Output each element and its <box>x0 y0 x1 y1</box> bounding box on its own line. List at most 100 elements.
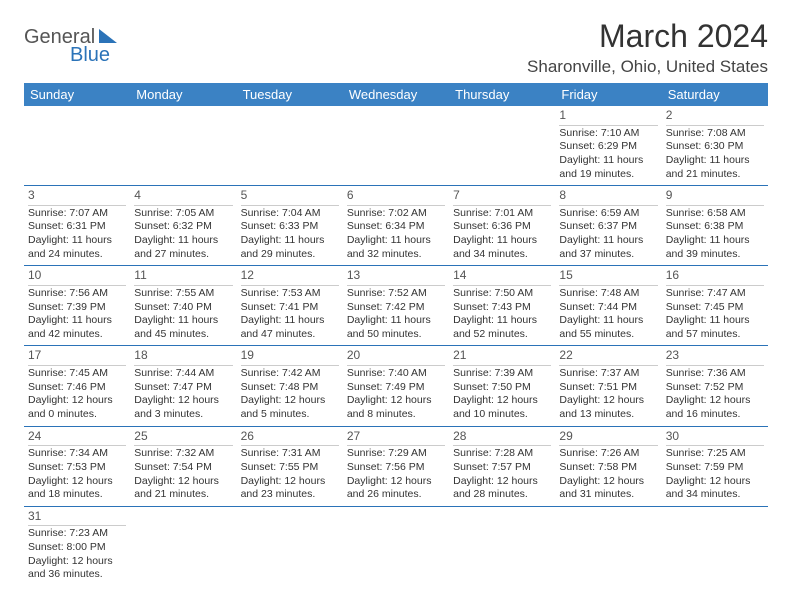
day-detail-line: and 24 minutes. <box>28 248 126 262</box>
day-detail-line: Sunrise: 7:45 AM <box>28 367 126 381</box>
day-detail-line: and 26 minutes. <box>347 488 445 502</box>
location-text: Sharonville, Ohio, United States <box>527 57 768 77</box>
day-number: 5 <box>241 188 339 206</box>
day-detail-line: Daylight: 12 hours <box>559 394 657 408</box>
day-number: 27 <box>347 429 445 447</box>
day-detail-line: Sunset: 6:34 PM <box>347 220 445 234</box>
day-detail-line: Daylight: 12 hours <box>453 394 551 408</box>
day-number: 18 <box>134 348 232 366</box>
weekday-header-row: Sunday Monday Tuesday Wednesday Thursday… <box>24 83 768 106</box>
day-detail-line: Daylight: 12 hours <box>666 475 764 489</box>
day-detail-line: Sunrise: 7:42 AM <box>241 367 339 381</box>
day-number: 6 <box>347 188 445 206</box>
sail-icon <box>99 29 117 43</box>
day-detail-line: Sunrise: 7:04 AM <box>241 207 339 221</box>
day-number: 3 <box>28 188 126 206</box>
day-detail-line: Daylight: 11 hours <box>666 314 764 328</box>
day-detail-line: Daylight: 11 hours <box>453 234 551 248</box>
calendar-row: 31Sunrise: 7:23 AMSunset: 8:00 PMDayligh… <box>24 506 768 586</box>
day-detail-line: Sunset: 7:49 PM <box>347 381 445 395</box>
day-detail-line: and 36 minutes. <box>28 568 126 582</box>
weekday-header: Sunday <box>24 83 130 106</box>
day-detail-line: and 27 minutes. <box>134 248 232 262</box>
day-detail-line: and 29 minutes. <box>241 248 339 262</box>
day-detail-line: and 3 minutes. <box>134 408 232 422</box>
calendar-cell: 17Sunrise: 7:45 AMSunset: 7:46 PMDayligh… <box>24 346 130 426</box>
day-detail-line: Sunset: 6:37 PM <box>559 220 657 234</box>
day-number: 17 <box>28 348 126 366</box>
calendar-cell: 19Sunrise: 7:42 AMSunset: 7:48 PMDayligh… <box>237 346 343 426</box>
day-detail-line: Daylight: 12 hours <box>28 555 126 569</box>
day-detail-line: Daylight: 12 hours <box>28 394 126 408</box>
day-detail-line: Daylight: 12 hours <box>453 475 551 489</box>
calendar-cell: 31Sunrise: 7:23 AMSunset: 8:00 PMDayligh… <box>24 506 130 586</box>
day-detail-line: and 37 minutes. <box>559 248 657 262</box>
day-detail-line: Sunrise: 7:05 AM <box>134 207 232 221</box>
day-detail-line: Sunset: 6:29 PM <box>559 140 657 154</box>
day-detail-line: Daylight: 11 hours <box>666 234 764 248</box>
day-detail-line: Sunrise: 7:48 AM <box>559 287 657 301</box>
day-detail-line: Sunrise: 7:52 AM <box>347 287 445 301</box>
logo-text-blue: Blue <box>70 44 110 66</box>
calendar-cell: 16Sunrise: 7:47 AMSunset: 7:45 PMDayligh… <box>662 266 768 346</box>
day-detail-line: Daylight: 12 hours <box>134 394 232 408</box>
day-detail-line: and 0 minutes. <box>28 408 126 422</box>
day-detail-line: and 42 minutes. <box>28 328 126 342</box>
day-number: 9 <box>666 188 764 206</box>
day-number: 31 <box>28 509 126 527</box>
day-detail-line: Daylight: 12 hours <box>241 394 339 408</box>
page-title: March 2024 <box>527 18 768 55</box>
day-detail-line: Daylight: 12 hours <box>241 475 339 489</box>
calendar-cell: 23Sunrise: 7:36 AMSunset: 7:52 PMDayligh… <box>662 346 768 426</box>
day-detail-line: Sunrise: 7:34 AM <box>28 447 126 461</box>
day-detail-line: and 16 minutes. <box>666 408 764 422</box>
day-detail-line: Sunrise: 6:58 AM <box>666 207 764 221</box>
day-number: 28 <box>453 429 551 447</box>
day-detail-line: Sunrise: 7:02 AM <box>347 207 445 221</box>
day-detail-line: Sunrise: 7:37 AM <box>559 367 657 381</box>
day-detail-line: Sunrise: 7:36 AM <box>666 367 764 381</box>
day-detail-line: Sunrise: 7:07 AM <box>28 207 126 221</box>
day-detail-line: and 8 minutes. <box>347 408 445 422</box>
calendar-cell: 5Sunrise: 7:04 AMSunset: 6:33 PMDaylight… <box>237 186 343 266</box>
day-detail-line: Sunset: 8:00 PM <box>28 541 126 555</box>
calendar-cell: 26Sunrise: 7:31 AMSunset: 7:55 PMDayligh… <box>237 426 343 506</box>
weekday-header: Friday <box>555 83 661 106</box>
day-detail-line: Sunrise: 7:28 AM <box>453 447 551 461</box>
day-detail-line: Daylight: 12 hours <box>134 475 232 489</box>
day-detail-line: Sunset: 6:31 PM <box>28 220 126 234</box>
calendar-cell <box>130 506 236 586</box>
day-detail-line: Sunset: 7:43 PM <box>453 301 551 315</box>
day-detail-line: Sunset: 7:52 PM <box>666 381 764 395</box>
day-detail-line: Daylight: 11 hours <box>666 154 764 168</box>
day-detail-line: Sunrise: 7:01 AM <box>453 207 551 221</box>
day-detail-line: Sunset: 7:45 PM <box>666 301 764 315</box>
calendar-cell: 4Sunrise: 7:05 AMSunset: 6:32 PMDaylight… <box>130 186 236 266</box>
calendar-cell: 13Sunrise: 7:52 AMSunset: 7:42 PMDayligh… <box>343 266 449 346</box>
weekday-header: Tuesday <box>237 83 343 106</box>
calendar-cell <box>449 106 555 186</box>
day-number: 8 <box>559 188 657 206</box>
calendar-cell: 25Sunrise: 7:32 AMSunset: 7:54 PMDayligh… <box>130 426 236 506</box>
day-detail-line: and 13 minutes. <box>559 408 657 422</box>
calendar-cell <box>555 506 661 586</box>
day-number: 22 <box>559 348 657 366</box>
day-detail-line: Sunset: 7:40 PM <box>134 301 232 315</box>
day-detail-line: Sunset: 7:47 PM <box>134 381 232 395</box>
day-detail-line: Sunset: 7:51 PM <box>559 381 657 395</box>
calendar-cell: 3Sunrise: 7:07 AMSunset: 6:31 PMDaylight… <box>24 186 130 266</box>
weekday-header: Wednesday <box>343 83 449 106</box>
day-detail-line: and 10 minutes. <box>453 408 551 422</box>
calendar-cell: 10Sunrise: 7:56 AMSunset: 7:39 PMDayligh… <box>24 266 130 346</box>
day-detail-line: Sunrise: 7:31 AM <box>241 447 339 461</box>
day-detail-line: Daylight: 11 hours <box>241 314 339 328</box>
calendar-cell: 30Sunrise: 7:25 AMSunset: 7:59 PMDayligh… <box>662 426 768 506</box>
weekday-header: Thursday <box>449 83 555 106</box>
calendar-cell: 2Sunrise: 7:08 AMSunset: 6:30 PMDaylight… <box>662 106 768 186</box>
calendar-row: 3Sunrise: 7:07 AMSunset: 6:31 PM Daylight… <box>24 186 768 266</box>
day-detail-line: Sunrise: 7:32 AM <box>134 447 232 461</box>
day-detail-line: Sunrise: 6:59 AM <box>559 207 657 221</box>
day-detail-line: Daylight: 12 hours <box>666 394 764 408</box>
day-number: 30 <box>666 429 764 447</box>
day-detail-line: Daylight: 12 hours <box>559 475 657 489</box>
